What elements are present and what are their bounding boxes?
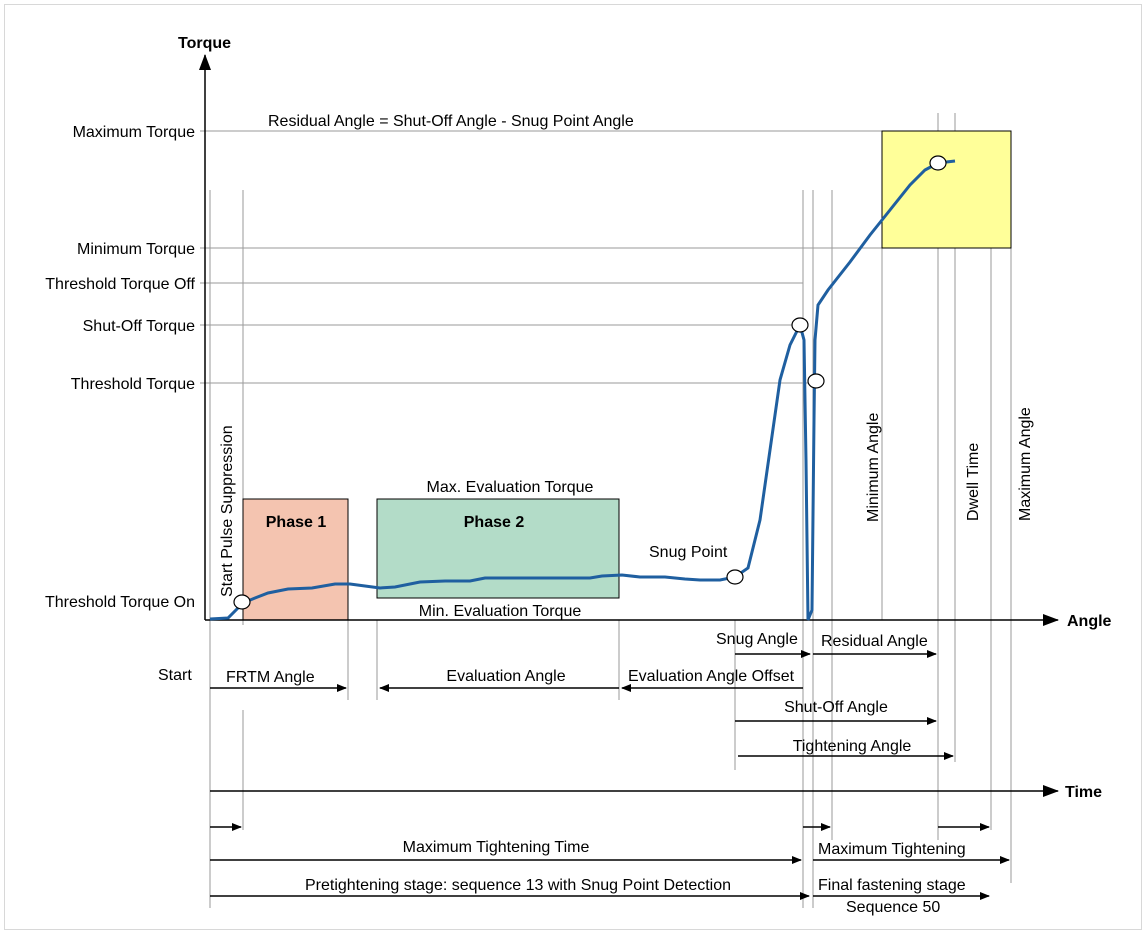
curve-markers <box>233 155 947 610</box>
snug-point-label: Snug Point <box>649 544 728 561</box>
torque-axis-label: Torque <box>178 35 231 52</box>
torque-curve <box>209 159 956 621</box>
minimum-angle-label: Minimum Angle <box>865 413 882 522</box>
threshold-torque-label: Threshold Torque <box>71 376 195 393</box>
min-torque-label: Minimum Torque <box>77 241 195 258</box>
max-torque-label: Maximum Torque <box>73 124 196 141</box>
start-label: Start <box>158 667 192 684</box>
residual-angle-label: Residual Angle <box>821 633 928 650</box>
phase2-label: Phase 2 <box>464 514 525 531</box>
maximum-angle-label: Maximum Angle <box>1017 407 1034 521</box>
min-eval-torque-label: Min. Evaluation Torque <box>419 603 582 620</box>
threshold-on-label: Threshold Torque On <box>45 594 195 611</box>
evaluation-angle-label: Evaluation Angle <box>446 668 565 685</box>
evaluation-offset-label: Evaluation Angle Offset <box>628 668 795 685</box>
shutoff-angle-label: Shut-Off Angle <box>784 699 888 716</box>
snug-angle-label: Snug Angle <box>716 631 798 648</box>
final-torque-marker <box>929 155 947 171</box>
frtm-angle-label: FRTM Angle <box>226 669 315 686</box>
shutoff-torque-label: Shut-Off Torque <box>83 318 195 335</box>
start-pulse-suppression-label: Start Pulse Suppression <box>219 425 236 597</box>
dwell-time-label: Dwell Time <box>965 443 982 521</box>
shutoff-marker <box>791 317 809 333</box>
final-stage-label: Final fastening stage <box>818 877 966 894</box>
max-tightening-label: Maximum Tightening <box>818 841 966 858</box>
pretightening-label: Pretightening stage: sequence 13 with Sn… <box>305 877 731 894</box>
phase1-label: Phase 1 <box>266 514 327 531</box>
target-window-box <box>881 130 1012 249</box>
start-marker <box>233 594 251 610</box>
axes <box>199 54 1059 797</box>
time-axis-label: Time <box>1065 784 1102 801</box>
sequence50-label: Sequence 50 <box>846 899 940 916</box>
tightening-angle-label: Tightening Angle <box>793 738 912 755</box>
phase1-box <box>242 498 349 621</box>
threshold-marker <box>807 373 825 389</box>
formula-text: Residual Angle = Shut-Off Angle - Snug P… <box>268 113 634 130</box>
threshold-off-label: Threshold Torque Off <box>45 276 195 293</box>
angle-axis-label: Angle <box>1067 613 1112 630</box>
max-eval-torque-label: Max. Evaluation Torque <box>427 479 594 496</box>
arrows <box>210 650 1010 900</box>
snug-point-marker <box>726 569 744 585</box>
max-tightening-time-label: Maximum Tightening Time <box>403 839 590 856</box>
